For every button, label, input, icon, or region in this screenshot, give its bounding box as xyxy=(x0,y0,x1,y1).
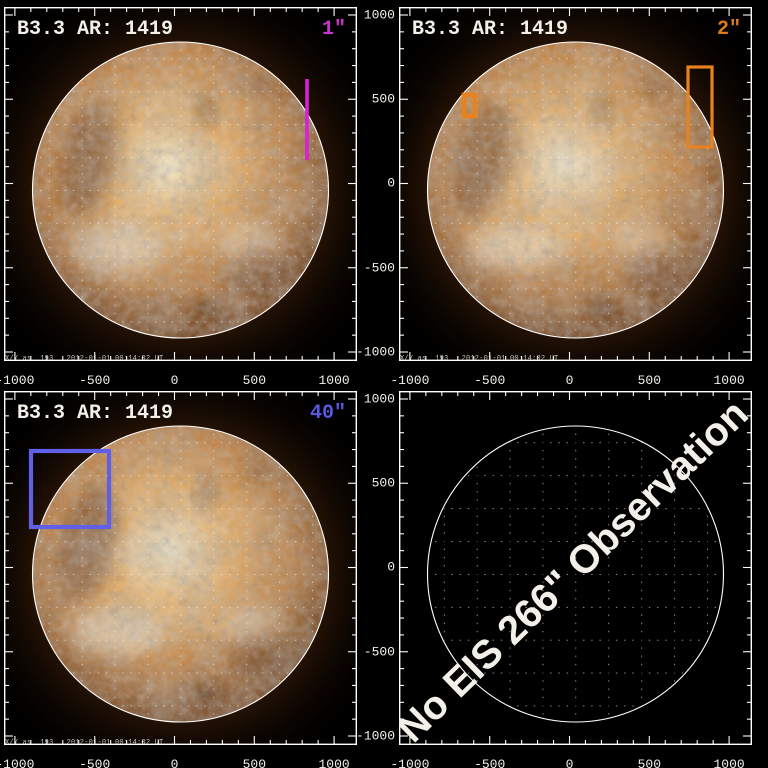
svg-text:No EIS 266" Observation: No EIS 266" Observation xyxy=(399,391,752,745)
